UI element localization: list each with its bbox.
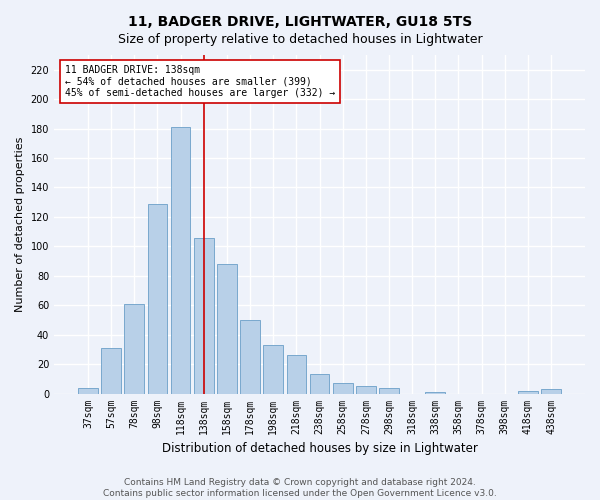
Bar — [194, 238, 214, 394]
Bar — [148, 204, 167, 394]
Bar — [333, 384, 353, 394]
Bar — [263, 345, 283, 394]
Bar — [101, 348, 121, 394]
Y-axis label: Number of detached properties: Number of detached properties — [15, 136, 25, 312]
X-axis label: Distribution of detached houses by size in Lightwater: Distribution of detached houses by size … — [161, 442, 478, 455]
Bar — [518, 390, 538, 394]
Text: Size of property relative to detached houses in Lightwater: Size of property relative to detached ho… — [118, 32, 482, 46]
Bar — [78, 388, 98, 394]
Bar — [356, 386, 376, 394]
Bar — [240, 320, 260, 394]
Bar — [310, 374, 329, 394]
Bar — [379, 388, 399, 394]
Bar — [217, 264, 237, 394]
Bar — [171, 127, 190, 394]
Text: Contains HM Land Registry data © Crown copyright and database right 2024.
Contai: Contains HM Land Registry data © Crown c… — [103, 478, 497, 498]
Bar — [124, 304, 144, 394]
Bar — [287, 356, 306, 394]
Bar — [541, 389, 561, 394]
Text: 11 BADGER DRIVE: 138sqm
← 54% of detached houses are smaller (399)
45% of semi-d: 11 BADGER DRIVE: 138sqm ← 54% of detache… — [65, 65, 335, 98]
Bar — [425, 392, 445, 394]
Text: 11, BADGER DRIVE, LIGHTWATER, GU18 5TS: 11, BADGER DRIVE, LIGHTWATER, GU18 5TS — [128, 15, 472, 29]
